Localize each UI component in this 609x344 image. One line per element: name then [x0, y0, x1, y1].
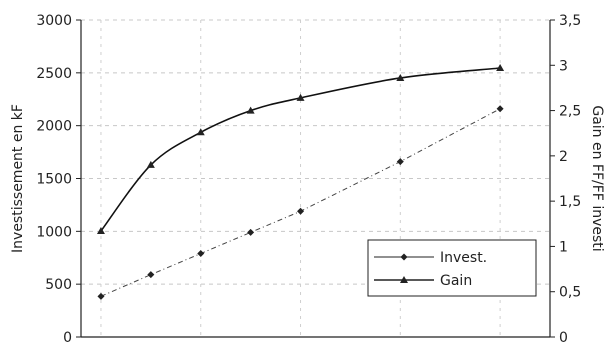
left-tick-label: 1500	[36, 172, 72, 188]
data-point	[496, 105, 504, 113]
data-point	[146, 160, 155, 168]
left-axis-ticks: 0 500 1000 1500 2000 2500 3000	[36, 13, 81, 344]
right-tick-label: 2	[559, 149, 568, 165]
right-axis-title: Gain en FF/FF investi	[589, 105, 605, 251]
legend-label: Gain	[440, 273, 472, 289]
left-tick-label: 1000	[36, 224, 72, 240]
legend-entries: Invest. Gain	[374, 250, 487, 289]
right-tick-label: 0	[559, 330, 568, 344]
data-point	[197, 250, 205, 258]
left-tick-label: 2000	[36, 119, 72, 135]
legend: Invest. Gain	[367, 239, 537, 297]
right-tick-label: 0,5	[559, 285, 581, 301]
series-layer	[96, 64, 505, 300]
data-point	[196, 128, 205, 136]
left-tick-label: 500	[45, 277, 72, 293]
data-point	[147, 271, 155, 279]
data-point	[400, 253, 408, 261]
left-tick-label: 2500	[36, 66, 72, 82]
right-axis-ticks: 0 0,5 1 1,5 2 2,5 3 3,5	[550, 13, 581, 344]
right-tick-label: 1,5	[559, 194, 581, 210]
data-point	[396, 158, 404, 166]
right-tick-label: 2,5	[559, 104, 581, 120]
legend-label: Invest.	[440, 250, 487, 266]
data-point	[297, 207, 305, 215]
data-point	[496, 64, 505, 72]
left-tick-label: 3000	[36, 13, 72, 29]
right-tick-label: 1	[559, 239, 568, 255]
data-point	[296, 93, 305, 101]
series-invest	[97, 105, 504, 300]
data-point	[396, 73, 405, 81]
right-tick-label: 3	[559, 58, 568, 74]
right-tick-label: 3,5	[559, 13, 581, 29]
data-point	[96, 227, 105, 235]
data-point	[247, 228, 255, 236]
data-point	[400, 276, 408, 283]
legend-box	[367, 239, 537, 297]
data-point	[97, 292, 105, 300]
data-point	[246, 106, 255, 114]
series-gain	[96, 64, 505, 235]
left-axis-title: Investissement en kF	[10, 104, 26, 253]
left-tick-label: 0	[63, 330, 72, 344]
